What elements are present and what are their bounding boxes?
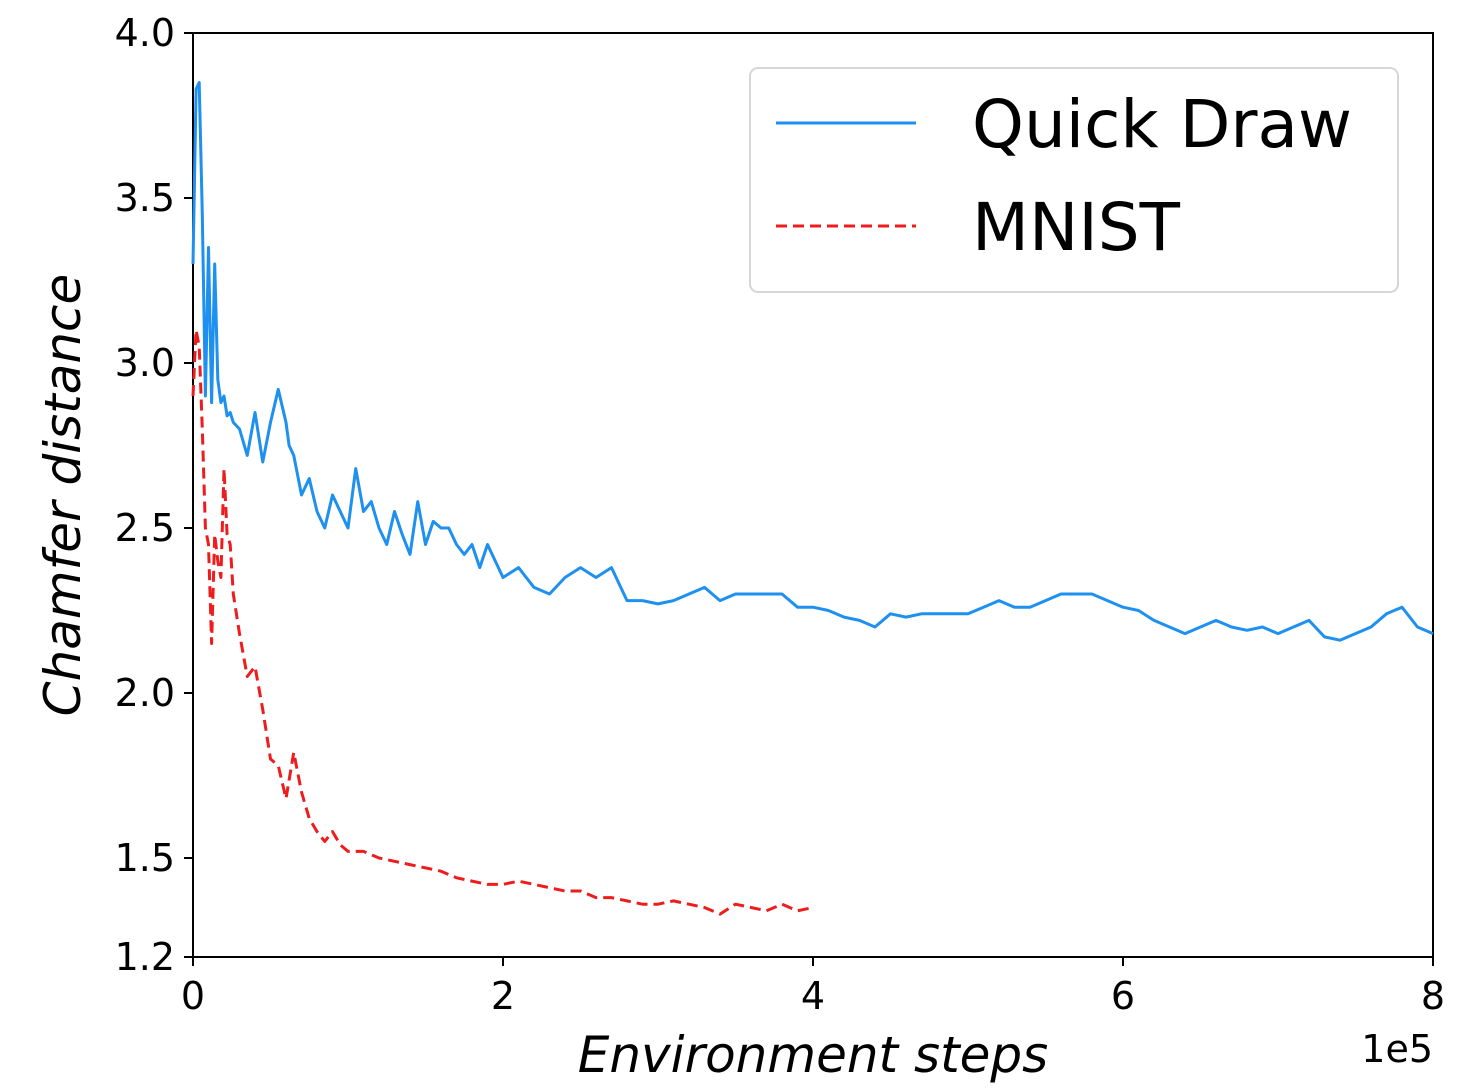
x-tick-label: 0 <box>181 974 205 1018</box>
x-tick-label: 4 <box>801 974 825 1018</box>
x-axis-offset-label: 1e5 <box>1361 1027 1433 1071</box>
x-axis-title: Environment steps <box>578 1026 1048 1084</box>
y-tick-label: 2.5 <box>115 506 175 550</box>
series-layer <box>191 81 1434 916</box>
y-tick-label: 3.0 <box>115 341 175 385</box>
x-axis: 0 2 4 6 8 <box>181 957 1445 1018</box>
y-tick-label: 1.2 <box>115 935 175 979</box>
legend: Quick Draw MNIST <box>749 67 1399 293</box>
legend-label-quick-draw: Quick Draw <box>972 86 1352 163</box>
x-tick-label: 6 <box>1111 974 1135 1018</box>
y-axis: 1.2 1.5 2.0 2.5 3.0 3.5 4.0 <box>115 11 193 979</box>
y-tick-label: 1.5 <box>115 836 175 880</box>
y-tick-label: 4.0 <box>115 11 175 55</box>
x-tick-label: 2 <box>491 974 515 1018</box>
y-tick-label: 3.5 <box>115 176 175 220</box>
y-axis-title: Chamfer distance <box>34 274 92 717</box>
y-tick-label: 2.0 <box>115 671 175 715</box>
x-tick-label: 8 <box>1421 974 1445 1018</box>
legend-label-mnist: MNIST <box>972 189 1181 266</box>
series-line-mnist <box>191 328 814 916</box>
series-line-quick-draw <box>191 81 1434 642</box>
